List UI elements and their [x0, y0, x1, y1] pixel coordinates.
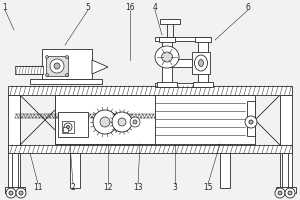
Bar — [15, 66, 43, 74]
Bar — [42, 49, 92, 79]
Circle shape — [133, 120, 137, 124]
Bar — [8, 145, 292, 153]
Circle shape — [112, 112, 132, 132]
Circle shape — [46, 55, 49, 58]
Text: 11: 11 — [33, 182, 43, 192]
Circle shape — [130, 117, 140, 127]
Bar — [155, 37, 210, 41]
Text: 15: 15 — [203, 182, 213, 192]
Ellipse shape — [199, 60, 203, 66]
Circle shape — [278, 191, 282, 195]
Text: 5: 5 — [85, 2, 90, 11]
Bar — [55, 95, 155, 144]
Circle shape — [100, 117, 110, 127]
Circle shape — [118, 118, 126, 126]
Circle shape — [16, 188, 26, 198]
Circle shape — [50, 59, 64, 73]
Circle shape — [19, 191, 23, 195]
Ellipse shape — [194, 55, 208, 71]
Bar — [193, 82, 213, 87]
Bar — [195, 37, 211, 42]
Bar — [247, 101, 255, 136]
Bar — [282, 153, 288, 188]
Bar — [58, 112, 88, 137]
Text: 6: 6 — [246, 2, 250, 11]
Bar — [155, 83, 210, 87]
Bar — [30, 79, 102, 84]
Circle shape — [288, 191, 292, 195]
Bar — [8, 95, 20, 188]
Bar — [63, 127, 68, 132]
Text: 3: 3 — [172, 182, 177, 192]
Circle shape — [54, 63, 60, 69]
Bar — [5, 187, 25, 193]
Circle shape — [285, 188, 295, 198]
Text: 2: 2 — [70, 182, 75, 192]
Circle shape — [275, 188, 285, 198]
Circle shape — [65, 73, 68, 76]
Bar — [276, 187, 296, 193]
Circle shape — [9, 191, 13, 195]
Circle shape — [67, 126, 70, 129]
Bar — [159, 37, 175, 42]
Bar — [62, 121, 74, 133]
Circle shape — [46, 73, 49, 76]
Bar — [198, 38, 208, 86]
Bar — [70, 153, 80, 188]
Bar — [160, 19, 180, 24]
Bar — [8, 86, 292, 95]
Text: 12: 12 — [103, 182, 113, 192]
Polygon shape — [92, 60, 108, 74]
Text: 4: 4 — [153, 2, 158, 11]
Bar — [157, 82, 177, 87]
Text: 13: 13 — [133, 182, 143, 192]
Circle shape — [249, 120, 253, 124]
Bar — [170, 59, 200, 67]
Text: 1: 1 — [3, 2, 8, 11]
Bar — [46, 56, 68, 76]
Circle shape — [65, 55, 68, 58]
Ellipse shape — [161, 52, 172, 62]
Text: 16: 16 — [125, 2, 135, 11]
Bar — [192, 52, 210, 74]
Circle shape — [93, 110, 117, 134]
Circle shape — [6, 188, 16, 198]
Ellipse shape — [155, 46, 179, 68]
Bar — [12, 153, 18, 188]
Bar — [55, 95, 255, 144]
Circle shape — [64, 123, 72, 131]
Bar — [220, 153, 230, 188]
Bar — [162, 38, 172, 86]
Circle shape — [245, 116, 257, 128]
Bar — [280, 95, 292, 188]
